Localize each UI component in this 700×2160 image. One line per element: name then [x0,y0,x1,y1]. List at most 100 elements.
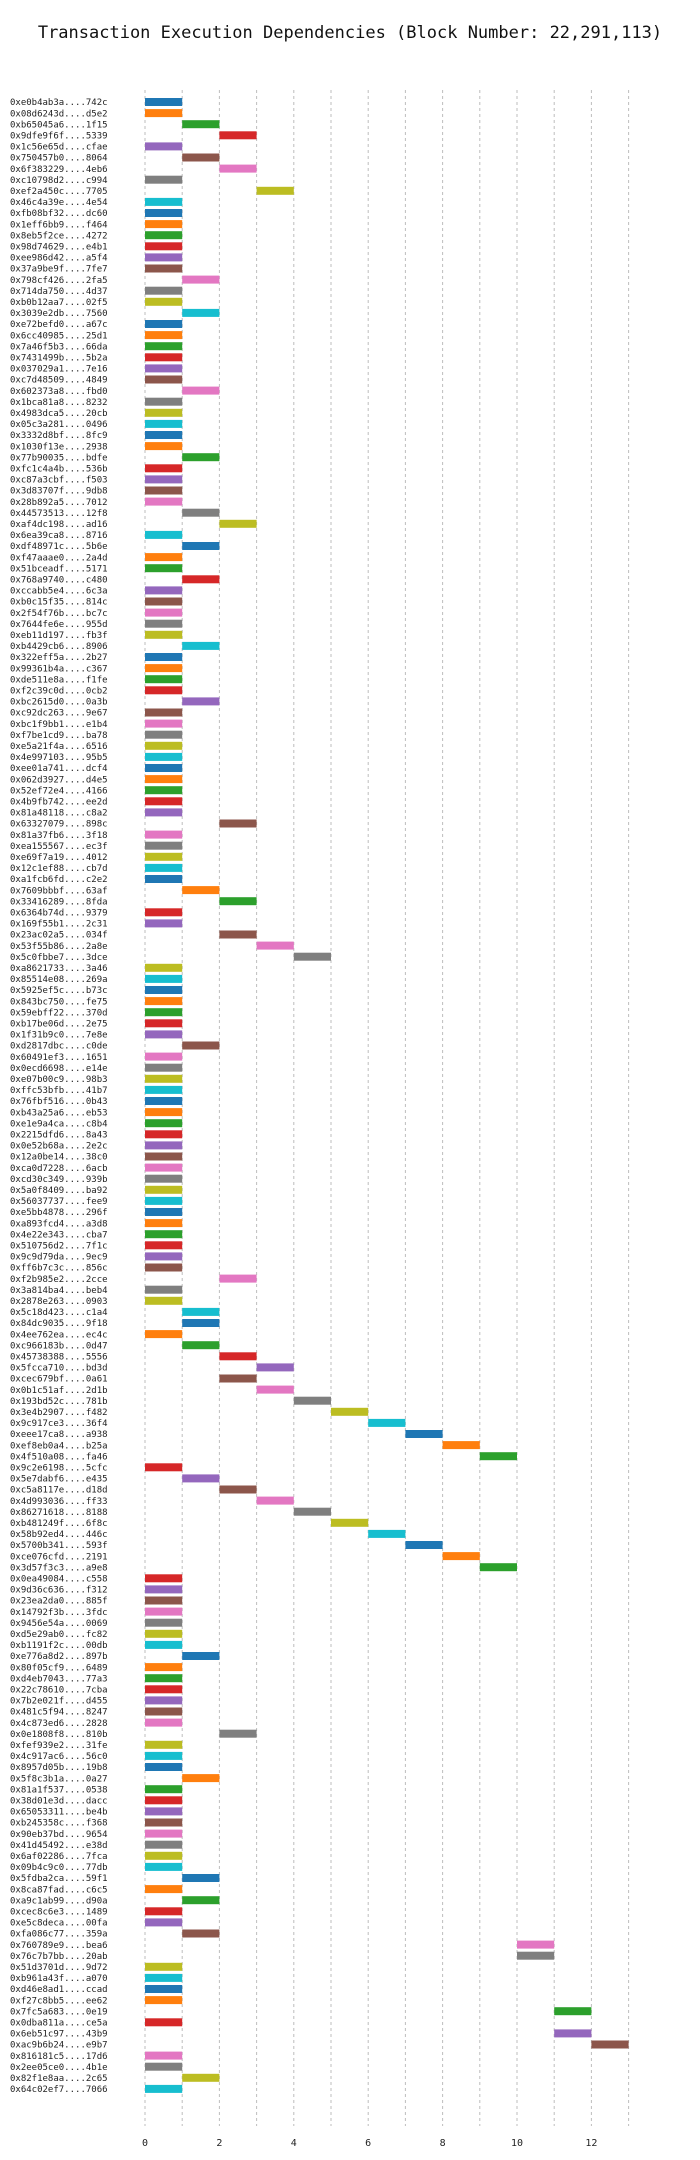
transaction-bar [145,1208,183,1216]
transaction-bar [145,109,183,118]
transaction-bar [145,1907,183,1916]
transaction-hash-label: 0x7b2e021f....d455 [10,1697,108,1707]
transaction-hash-label: 0x53f55b86....2a8e [10,942,108,952]
transaction-bar [145,830,183,839]
transaction-hash-label: 0xb4429cb6....8906 [10,642,108,652]
transaction-hash-label: 0x5c0fbbe7....3dce [10,953,108,963]
transaction-hash-label: 0xf2c39c0d....0cb2 [10,687,108,697]
transaction-bar [145,397,183,406]
transaction-hash-label: 0x6364b74d....9379 [10,909,108,919]
transaction-hash-label: 0x062d3927....d4e5 [10,775,108,785]
transaction-bar [145,1185,183,1194]
transaction-bar [145,331,183,340]
transaction-hash-label: 0x63327079....898c [10,820,108,830]
transaction-hash-label: 0x86271618....8188 [10,1508,108,1518]
transaction-bar [368,1529,406,1538]
transaction-hash-label: 0x9d36c636....f312 [10,1586,108,1596]
transaction-hash-label: 0xbc2615d0....0a3b [10,698,108,708]
transaction-bar [145,442,183,451]
transaction-bar [145,98,183,106]
transaction-hash-label: 0xa9c1ab99....d90a [10,1896,108,1906]
transaction-bar [145,1973,183,1982]
transaction-bar [145,653,183,661]
transaction-bar [145,997,183,1006]
transaction-hash-label: 0xef8eb0a4....b25a [10,1441,108,1451]
transaction-bar [145,1962,183,1971]
transaction-hash-label: 0x9c917ce3....36f4 [10,1419,108,1429]
transaction-hash-label: 0x81a1f537....0538 [10,1785,108,1795]
transaction-hash-label: 0x33416289....8fda [10,897,108,907]
transaction-bar [182,1652,220,1660]
transaction-hash-label: 0x0dba811a....ce5a [10,2019,108,2029]
transaction-hash-label: 0x1eff6bb9....f464 [10,220,108,230]
transaction-hash-label: 0xb43a25a6....eb53 [10,1108,108,1118]
transaction-hash-label: 0x7fc5a683....0e19 [10,2007,108,2017]
transaction-bar [145,1996,183,2005]
transaction-bar [145,1008,183,1017]
transaction-hash-label: 0x23ea2da0....885f [10,1597,108,1607]
transaction-bar [219,131,257,140]
transaction-hash-label: 0x193bd52c....781b [10,1397,108,1407]
transaction-hash-label: 0x81a37fb6....3f18 [10,831,108,841]
transaction-hash-label: 0x76c7b7bb....20ab [10,1952,108,1962]
transaction-bar [182,1307,220,1316]
transaction-bar [145,1574,183,1583]
transaction-hash-label: 0x5fdba2ca....59f1 [10,1874,108,1884]
transaction-hash-label: 0x37a9be9f....7fe7 [10,265,108,275]
transaction-bar [145,564,183,573]
transaction-bar [182,641,220,650]
transaction-bar [145,408,183,417]
transaction-bar [182,1774,220,1783]
transaction-bar [145,1718,183,1727]
transaction-hash-label: 0x5f8c3b1a....0a27 [10,1774,108,1784]
transaction-hash-label: 0x4f510a08....fa46 [10,1452,108,1462]
x-tick-label: 12 [585,2138,597,2149]
transaction-hash-label: 0x3d83707f....9db8 [10,487,108,497]
transaction-bar [145,1085,183,1094]
transaction-hash-label: 0x90eb37bd....9654 [10,1830,108,1840]
transaction-hash-label: 0xb0b12aa7....02f5 [10,298,108,308]
transaction-bar [182,886,220,895]
transaction-hash-label: 0xb481249f....6f8c [10,1519,108,1529]
transaction-hash-label: 0xe5c8deca....00fa [10,1919,108,1929]
transaction-bar [182,1319,220,1327]
transaction-hash-label: 0x6ea39ca8....8716 [10,531,108,541]
transaction-bar [145,1796,183,1805]
transaction-bar [182,1896,220,1905]
transaction-hash-label: 0x80f05cf9....6489 [10,1663,108,1673]
transaction-hash-label: 0x750457b0....8064 [10,154,108,164]
transaction-hash-label: 0x46c4a39e....4e54 [10,198,108,208]
transaction-hash-label: 0x99361b4a....c367 [10,664,108,674]
x-axis-ticks: 0 2 4 6 8 10 12 [142,2138,597,2149]
transaction-hash-label: 0x602373a8....fbd0 [10,387,108,397]
transaction-hash-label: 0xeb11d197....fb3f [10,631,108,641]
transaction-bar [442,1552,480,1561]
transaction-bar [145,1063,183,1072]
transaction-hash-label: 0x0e1808f8....810b [10,1730,108,1740]
transaction-hash-label: 0xf27c8bb5....ee62 [10,1996,108,2006]
transaction-hash-label: 0x9c2e6198....5cfc [10,1464,108,1474]
transaction-bar [145,353,183,362]
transaction-hash-label: 0xef2a450c....7705 [10,187,108,197]
transaction-hash-label: 0xe0b4ab3a....742c [10,98,108,108]
transaction-bar [145,197,183,206]
transaction-bars [145,98,629,2093]
transaction-hash-label: 0xb17be06d....2e75 [10,1020,108,1030]
transaction-bar [145,852,183,861]
transaction-bar [182,697,220,706]
transaction-hash-label: 0xc966183b....0d47 [10,1341,108,1351]
transaction-hash-label: 0x22c78610....7cba [10,1686,108,1696]
transaction-hash-label: 0x6af02286....7fca [10,1852,108,1862]
transaction-hash-label: 0x510756d2....7f1c [10,1242,108,1252]
transaction-bar [145,1640,183,1649]
transaction-bar [145,719,183,728]
transaction-hash-label: 0x85514e08....269a [10,975,108,985]
transaction-bar [145,1596,183,1605]
transaction-bar [145,1629,183,1638]
transaction-hash-label: 0xd46e8ad1....ccad [10,1985,108,1995]
transaction-hash-label: 0xc10798d2....c994 [10,176,108,186]
transaction-bar [145,1230,183,1239]
transaction-hash-label: 0x816181c5....17d6 [10,2052,108,2062]
transaction-hash-label: 0x59ebff22....370d [10,1008,108,1018]
transaction-hash-label: 0x169f55b1....2c31 [10,920,108,930]
